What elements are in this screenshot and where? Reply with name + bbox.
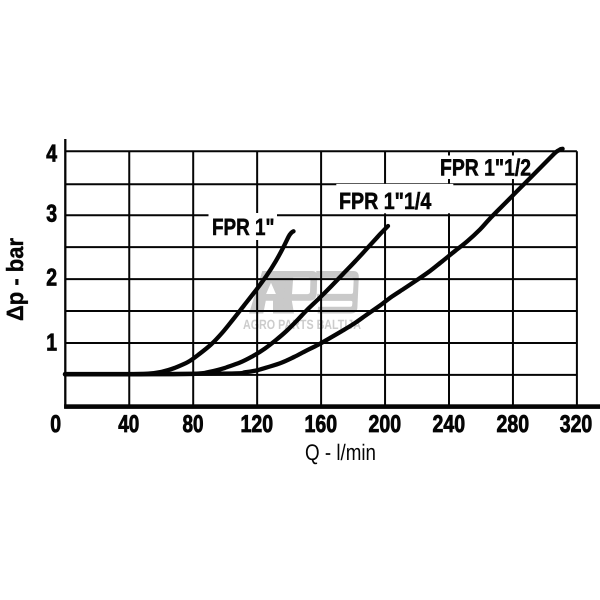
svg-text:80: 80	[183, 411, 204, 438]
svg-text:200: 200	[369, 411, 402, 438]
svg-text:FPR 1"1/2: FPR 1"1/2	[440, 155, 531, 181]
svg-text:120: 120	[241, 411, 274, 438]
svg-text:280: 280	[497, 411, 530, 438]
svg-text:Q - l/min: Q - l/min	[305, 440, 376, 465]
svg-text:2: 2	[46, 265, 57, 292]
svg-text:FPR 1": FPR 1"	[212, 214, 275, 240]
svg-text:240: 240	[433, 411, 466, 438]
svg-text:1: 1	[46, 330, 57, 357]
svg-text:40: 40	[118, 411, 139, 438]
svg-text:3: 3	[46, 201, 57, 228]
svg-text:4: 4	[46, 141, 57, 168]
svg-text:0: 0	[50, 411, 61, 438]
svg-text:FPR 1"1/4: FPR 1"1/4	[339, 188, 431, 214]
svg-text:320: 320	[560, 411, 593, 438]
svg-text:Δp - bar: Δp - bar	[2, 238, 28, 321]
svg-text:AGRO PARTS BALTIJA: AGRO PARTS BALTIJA	[243, 317, 361, 332]
svg-text:160: 160	[305, 411, 338, 438]
